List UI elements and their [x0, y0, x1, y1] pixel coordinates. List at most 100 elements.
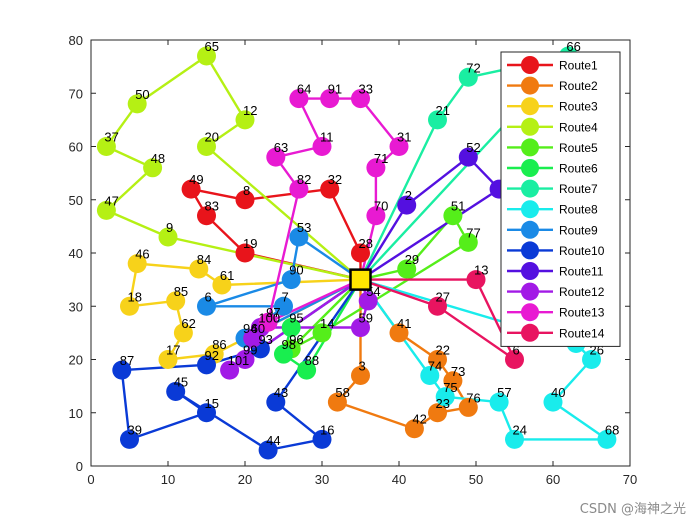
- customer-marker: [312, 137, 332, 156]
- customer-marker: [235, 350, 255, 369]
- y-tick-label: 10: [69, 406, 83, 421]
- legend-marker: [521, 220, 539, 239]
- customer-label: 9: [166, 220, 173, 235]
- customer-label: 65: [205, 39, 219, 54]
- customer-marker: [197, 403, 216, 423]
- customer-label: 41: [397, 316, 411, 331]
- customer-marker: [158, 350, 178, 369]
- legend-marker: [521, 241, 539, 260]
- customer-marker: [458, 67, 478, 87]
- customer-label: 22: [436, 343, 450, 358]
- y-tick-label: 70: [69, 86, 83, 101]
- customer-marker: [173, 323, 193, 343]
- legend-marker: [521, 262, 539, 280]
- customer-marker: [320, 179, 340, 199]
- customer-marker: [197, 137, 216, 156]
- legend-box: [500, 51, 621, 347]
- customer-label: 72: [466, 60, 480, 75]
- customer-marker: [351, 318, 370, 338]
- customer-label: 24: [513, 422, 527, 437]
- customer-label: 33: [359, 82, 373, 97]
- customer-marker: [320, 89, 340, 109]
- customer-label: 15: [205, 396, 219, 411]
- customer-label: 71: [374, 151, 388, 166]
- customer-marker: [289, 179, 309, 199]
- customer-marker: [127, 254, 147, 274]
- legend-marker: [521, 56, 539, 74]
- legend-marker: [521, 97, 539, 116]
- customer-marker: [389, 137, 409, 156]
- legend-label: Route9: [559, 223, 598, 237]
- y-tick-label: 80: [69, 33, 83, 48]
- customer-marker: [366, 158, 386, 178]
- customer-marker: [197, 46, 216, 66]
- customer-marker: [597, 429, 617, 449]
- customer-label: 90: [289, 263, 303, 278]
- customer-marker: [120, 429, 139, 449]
- customer-marker: [235, 190, 255, 210]
- customer-label: 18: [128, 289, 142, 304]
- legend-marker: [521, 303, 539, 322]
- customer-marker: [351, 243, 370, 263]
- customer-label: 47: [104, 193, 118, 208]
- legend-label: Route8: [559, 203, 598, 217]
- customer-marker: [127, 94, 147, 114]
- customer-label: 46: [135, 247, 149, 262]
- customer-label: 98: [282, 337, 296, 352]
- customer-marker: [96, 137, 116, 156]
- customer-marker: [289, 227, 309, 247]
- legend-label: Route4: [559, 120, 598, 134]
- y-tick-label: 30: [69, 299, 83, 314]
- customer-label: 93: [258, 332, 272, 347]
- customer-label: 91: [328, 82, 342, 97]
- customer-label: 3: [359, 358, 366, 373]
- x-tick-label: 0: [87, 472, 94, 487]
- customer-label: 48: [151, 151, 165, 166]
- customer-marker: [505, 429, 524, 449]
- customer-label: 77: [466, 225, 480, 240]
- customer-marker: [458, 147, 478, 167]
- customer-label: 23: [436, 396, 450, 411]
- customer-label: 53: [297, 220, 311, 235]
- route-markers: [96, 46, 617, 460]
- customer-label: 40: [551, 385, 565, 400]
- customer-marker: [266, 147, 286, 167]
- legend-label: Route3: [559, 100, 598, 114]
- customer-label: 60: [251, 321, 265, 336]
- customer-label: 64: [297, 82, 311, 97]
- legend-marker: [521, 200, 539, 219]
- customer-label: 29: [405, 252, 419, 267]
- legend-label: Route1: [559, 59, 598, 73]
- customer-label: 83: [205, 199, 219, 214]
- x-tick-label: 70: [623, 472, 637, 487]
- route-line-4: [105, 54, 362, 281]
- x-tick-label: 30: [315, 472, 329, 487]
- customer-label: 76: [466, 390, 480, 405]
- route-line-2: [336, 278, 470, 430]
- customer-label: 37: [104, 130, 118, 145]
- customer-marker: [181, 179, 201, 199]
- customer-marker: [189, 259, 209, 279]
- customer-label: 14: [320, 316, 334, 331]
- legend-marker: [521, 138, 539, 157]
- customer-marker: [420, 365, 440, 385]
- y-tick-label: 40: [69, 246, 83, 261]
- customer-label: 49: [189, 172, 203, 187]
- customer-label: 45: [174, 374, 188, 389]
- customer-label: 7: [282, 289, 289, 304]
- customer-label: 12: [243, 103, 257, 118]
- customer-label: 73: [451, 364, 465, 379]
- customer-marker: [96, 200, 116, 220]
- legend-marker: [521, 323, 539, 342]
- customer-label: 6: [513, 343, 520, 358]
- customer-marker: [397, 195, 417, 215]
- customer-marker: [274, 296, 293, 316]
- customer-label: 85: [174, 284, 188, 299]
- customer-label: 28: [359, 236, 373, 251]
- customer-marker: [428, 350, 447, 369]
- customer-label: 88: [305, 353, 319, 368]
- route-line-8: [359, 278, 609, 441]
- x-tick-label: 40: [392, 472, 406, 487]
- legend-label: Route10: [559, 244, 605, 258]
